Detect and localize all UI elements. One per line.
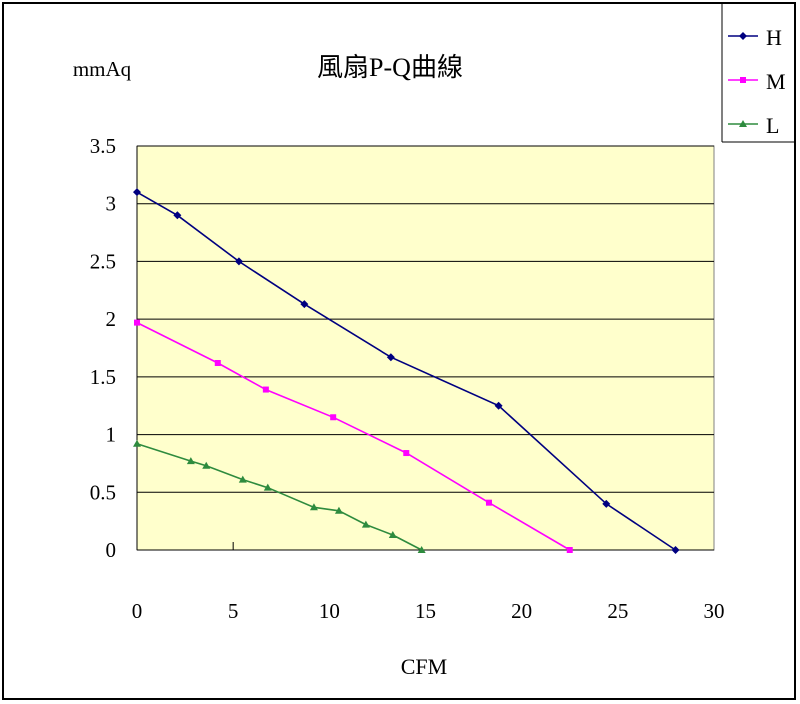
data-point-L: [388, 530, 397, 538]
y-tick-label: 1.5: [90, 365, 116, 389]
pq-chart: 0 0.5 1 1.5 2 2.5 3 3.5 0 5 10 15 20 25 30 HML 風扇P-Q曲線…: [73, 4, 794, 679]
legend-item-M: M: [728, 69, 786, 94]
legend-marker: [740, 77, 746, 83]
series-line-L: [136, 443, 423, 551]
data-point-H: [671, 546, 680, 554]
data-point-L: [361, 520, 370, 528]
data-point-M: [485, 499, 492, 506]
series-L: [133, 439, 426, 553]
x-tick-label: 15: [415, 599, 436, 623]
series-lines: [133, 188, 680, 554]
y-tick-label: 3.5: [90, 134, 116, 158]
x-tick-label: 20: [511, 599, 532, 623]
data-point-M: [566, 547, 573, 553]
axes: [136, 146, 714, 551]
legend-marker: [739, 32, 747, 40]
tick-labels: 0 0.5 1 1.5 2 2.5 3 3.5 0 5 10 15 20 25 30: [90, 134, 725, 623]
data-point-M: [403, 450, 410, 457]
series-line-H: [136, 191, 676, 551]
data-point-H: [494, 401, 503, 410]
x-tick-label: 25: [607, 599, 628, 623]
data-point-L: [202, 461, 211, 469]
data-point-M: [134, 319, 140, 326]
legend: HML: [721, 4, 794, 143]
x-axis-label: CFM: [401, 654, 447, 679]
legend-marker: [739, 120, 747, 127]
data-point-L: [238, 475, 247, 483]
x-tick-label: 30: [704, 599, 725, 623]
x-tick-label: 10: [319, 599, 340, 623]
y-tick-label: 0: [106, 538, 117, 562]
data-point-M: [262, 386, 269, 393]
data-point-M: [330, 414, 337, 421]
y-axis-label: mmAq: [73, 57, 132, 81]
data-point-L: [133, 439, 141, 447]
data-point-L: [186, 457, 195, 465]
y-tick-label: 2: [106, 307, 117, 331]
plot-area: [136, 145, 715, 551]
series-H: [133, 188, 680, 554]
legend-item-H: H: [728, 25, 782, 50]
gridlines: [137, 145, 714, 493]
y-tick-label: 2.5: [90, 249, 116, 273]
y-tick-label: 1: [106, 423, 117, 447]
data-point-L: [309, 503, 318, 511]
legend-label: M: [766, 69, 786, 94]
legend-label: H: [766, 25, 782, 50]
chart-title: 風扇P-Q曲線: [317, 53, 463, 82]
data-point-H: [234, 257, 243, 266]
data-point-M: [214, 360, 221, 367]
data-point-H: [602, 499, 611, 508]
data-point-H: [173, 211, 182, 220]
data-point-L: [417, 546, 426, 553]
data-point-H: [133, 188, 141, 197]
legend-item-L: L: [728, 113, 779, 138]
data-point-H: [300, 300, 309, 309]
x-tick-label: 0: [132, 599, 143, 623]
series-M: [134, 319, 573, 553]
legend-label: L: [766, 113, 779, 138]
y-tick-label: 3: [106, 192, 117, 216]
data-point-H: [386, 353, 395, 362]
data-point-L: [334, 506, 343, 514]
x-tick-label: 5: [228, 599, 239, 623]
data-point-L: [263, 483, 272, 491]
y-tick-label: 0.5: [90, 480, 116, 504]
